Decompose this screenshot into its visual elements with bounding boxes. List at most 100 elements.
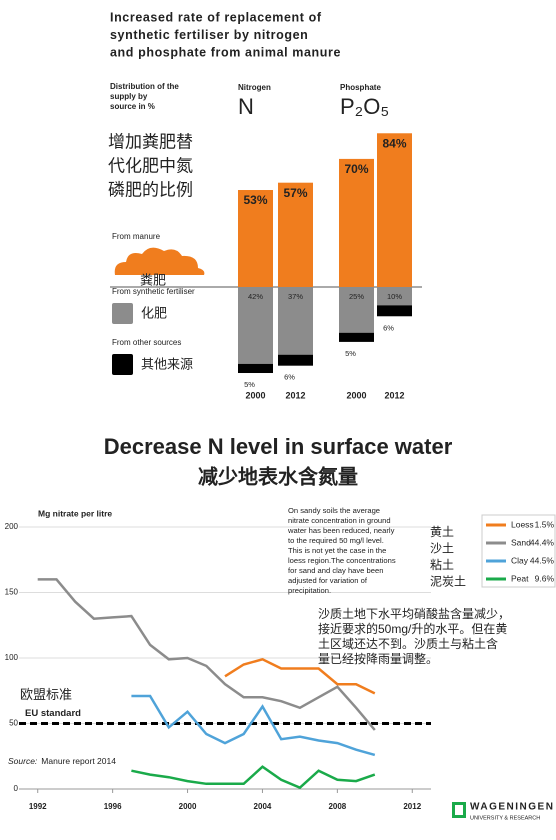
y-tick-label: 0: [14, 784, 19, 793]
group-symbol: P₂O₅: [340, 94, 389, 119]
x-tick-label: 2000: [179, 802, 197, 811]
chart-title: Decrease N level in surface water: [104, 434, 453, 459]
legend-label: Loess: [511, 519, 534, 529]
value-label: 5%: [345, 349, 356, 358]
legend-label: Peat: [511, 573, 529, 583]
cn-annotation: 沙质土地下水平均硝酸盐含量减少，: [318, 606, 510, 621]
legend-cn-label: 化肥: [141, 305, 167, 320]
legend-share: 9.6%: [535, 573, 555, 583]
y-tick-label: 200: [5, 522, 19, 531]
y-tick-label: 150: [5, 588, 19, 597]
bar: [377, 305, 412, 317]
bar: [278, 287, 313, 355]
bar: [278, 354, 313, 366]
logo-text: WAGENINGEN: [470, 802, 554, 813]
x-tick-label: 2012: [403, 802, 421, 811]
group-symbol: N: [238, 94, 254, 119]
value-label: 70%: [344, 162, 368, 176]
bar: [238, 287, 273, 364]
bar: [377, 133, 412, 287]
legend-box: [481, 514, 556, 588]
group-label: Phosphate: [340, 83, 381, 92]
lower-panel: [0, 418, 556, 840]
x-tick-label: 1996: [104, 802, 122, 811]
value-label: 25%: [349, 292, 364, 301]
logo-icon: [452, 802, 466, 818]
annotation: adjusted for variation of: [288, 576, 368, 585]
data-line: [37, 578, 376, 731]
axis-label: Distribution of the: [110, 82, 179, 91]
data-line: [224, 657, 376, 695]
chart-subtitle: 减少地表水含氮量: [198, 464, 358, 488]
legend-share: 44.5%: [530, 555, 555, 565]
cn-title: 磷肥的比例: [108, 180, 193, 199]
x-tick-label: 2008: [328, 802, 346, 811]
source-label: Source:: [8, 756, 38, 766]
legend-swatch: [114, 247, 205, 275]
value-label: 42%: [248, 292, 263, 301]
x-tick-label: 2000: [245, 390, 265, 400]
x-tick-label: 1992: [29, 802, 47, 811]
value-label: 10%: [387, 292, 402, 301]
source: Source: Manure report 2014: [8, 756, 116, 766]
chart-title: synthetic fertiliser by nitrogen: [110, 28, 308, 42]
bar: [377, 287, 412, 306]
cn-annotation: 量已经按降雨量调整。: [318, 651, 438, 666]
bar: [238, 190, 273, 287]
annotation: nitrate concentration in ground: [288, 516, 391, 525]
bar: [339, 158, 374, 287]
annotation: water has been reduced, nearly: [287, 526, 395, 535]
chart-title: and phosphate from animal manure: [110, 45, 341, 59]
legend-cn-label: 粪肥: [140, 272, 166, 287]
axis-label: Mg nitrate per litre: [38, 508, 112, 518]
reference-label: EU standard: [25, 708, 81, 719]
annotation: loess region.The concentrations: [288, 556, 396, 565]
value-label: 53%: [243, 193, 267, 207]
y-tick-label: 50: [9, 719, 18, 728]
legend-cn-label: 泥炭土: [430, 575, 466, 589]
annotation: precipitation.: [288, 586, 331, 595]
x-tick-label: 2012: [285, 390, 305, 400]
cn-annotation: 土区域还达不到。沙质土与粘土含: [318, 636, 498, 651]
data-line: [131, 765, 376, 790]
logo-subtext: UNIVERSITY & RESEARCH: [470, 815, 540, 821]
axis-label: source in %: [110, 102, 155, 111]
group-label: Nitrogen: [238, 83, 271, 92]
cn-title: 增加粪肥替: [108, 132, 193, 151]
legend-cn-label: 粘土: [430, 557, 454, 572]
legend-label: From other sources: [112, 338, 181, 347]
reference-cn-label: 欧盟标准: [20, 687, 72, 702]
legend-share: 44.4%: [530, 537, 555, 547]
value-label: 84%: [382, 136, 406, 150]
bar: [339, 332, 374, 342]
legend-label: Sand: [511, 537, 531, 547]
data-line: [131, 694, 376, 757]
legend-cn-label: 黄土: [430, 525, 454, 539]
legend-swatch: [112, 303, 133, 324]
legend-cn-label: 其他来源: [141, 356, 193, 371]
legend-swatch: [112, 354, 133, 375]
bar: [238, 363, 273, 374]
axis-label: supply by: [110, 92, 148, 101]
annotation: This is not yet the case in the: [288, 546, 386, 555]
chart-title: Increased rate of replacement of: [110, 10, 322, 24]
legend-label: From manure: [112, 232, 161, 241]
cn-title: 代化肥中氮: [108, 156, 193, 175]
value-label: 37%: [288, 292, 303, 301]
source-text: Manure report 2014: [41, 756, 116, 766]
cn-annotation: 接近要求的50mg/升的水平。但在黄: [318, 621, 507, 636]
bar: [278, 182, 313, 287]
annotation: to the required 50 mg/l level.: [288, 536, 384, 545]
value-label: 57%: [283, 186, 307, 200]
annotation: for sand and clay have been: [288, 566, 383, 575]
legend-share: 1.5%: [535, 519, 555, 529]
legend-label: Clay: [511, 555, 529, 565]
x-tick-label: 2012: [384, 390, 404, 400]
legend-cn-label: 沙土: [430, 542, 454, 556]
value-label: 5%: [244, 380, 255, 389]
bar: [339, 287, 374, 333]
annotation: On sandy soils the average: [288, 506, 380, 515]
y-tick-label: 100: [5, 653, 19, 662]
x-tick-label: 2004: [254, 802, 272, 811]
